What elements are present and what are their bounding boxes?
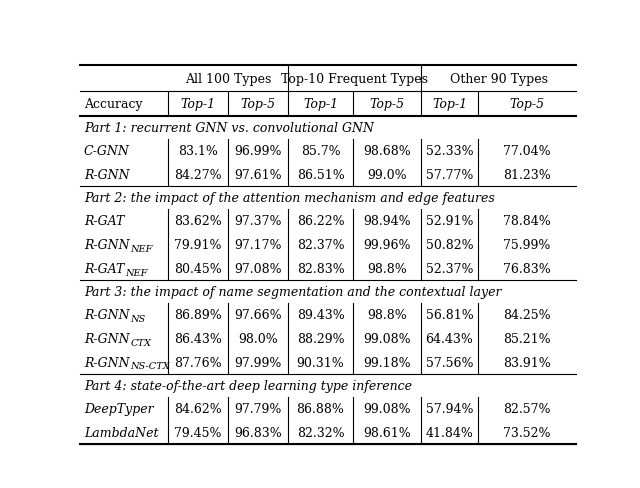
- Text: CTX: CTX: [131, 338, 152, 347]
- Text: 57.56%: 57.56%: [426, 356, 473, 369]
- Text: Top-1: Top-1: [303, 98, 338, 111]
- Text: 97.99%: 97.99%: [234, 356, 282, 369]
- Text: R-GNN: R-GNN: [84, 332, 129, 345]
- Text: All 100 Types: All 100 Types: [185, 72, 271, 85]
- Text: R-GNN: R-GNN: [84, 239, 129, 252]
- Text: Top-1: Top-1: [432, 98, 467, 111]
- Text: 84.27%: 84.27%: [174, 169, 222, 182]
- Text: R-GNN: R-GNN: [84, 356, 129, 369]
- Text: NEF: NEF: [125, 268, 148, 277]
- Text: 82.32%: 82.32%: [297, 426, 344, 439]
- Text: 86.88%: 86.88%: [296, 402, 344, 415]
- Text: 82.37%: 82.37%: [297, 239, 344, 252]
- Text: DeepTyper: DeepTyper: [84, 402, 154, 415]
- Text: C-GNN: C-GNN: [84, 145, 130, 158]
- Text: 50.82%: 50.82%: [426, 239, 474, 252]
- Text: Top-5: Top-5: [241, 98, 276, 111]
- Text: 80.45%: 80.45%: [174, 263, 222, 275]
- Text: R-GNN: R-GNN: [84, 308, 129, 322]
- Text: 57.77%: 57.77%: [426, 169, 473, 182]
- Text: 77.04%: 77.04%: [503, 145, 550, 158]
- Text: 86.43%: 86.43%: [174, 332, 222, 345]
- Text: 84.62%: 84.62%: [174, 402, 222, 415]
- Text: 99.08%: 99.08%: [364, 332, 411, 345]
- Text: 87.76%: 87.76%: [174, 356, 222, 369]
- Text: 86.89%: 86.89%: [174, 308, 222, 322]
- Text: NEF: NEF: [131, 244, 153, 253]
- Text: 98.8%: 98.8%: [367, 263, 407, 275]
- Text: 56.81%: 56.81%: [426, 308, 474, 322]
- Text: 84.25%: 84.25%: [503, 308, 550, 322]
- Text: 85.21%: 85.21%: [503, 332, 550, 345]
- Text: 98.8%: 98.8%: [367, 308, 407, 322]
- Text: Top-5: Top-5: [369, 98, 404, 111]
- Text: Part 1: recurrent GNN vs. convolutional GNN: Part 1: recurrent GNN vs. convolutional …: [84, 122, 374, 135]
- Text: 97.61%: 97.61%: [234, 169, 282, 182]
- Text: NS: NS: [131, 314, 146, 323]
- Text: 73.52%: 73.52%: [503, 426, 550, 439]
- Text: 98.94%: 98.94%: [364, 215, 411, 228]
- Text: 97.66%: 97.66%: [234, 308, 282, 322]
- Text: 97.17%: 97.17%: [234, 239, 282, 252]
- Text: 83.91%: 83.91%: [503, 356, 551, 369]
- Text: 98.0%: 98.0%: [238, 332, 278, 345]
- Text: R-GAT: R-GAT: [84, 263, 124, 275]
- Text: 64.43%: 64.43%: [426, 332, 474, 345]
- Text: 86.51%: 86.51%: [297, 169, 344, 182]
- Text: 82.83%: 82.83%: [297, 263, 344, 275]
- Text: 85.7%: 85.7%: [301, 145, 340, 158]
- Text: 89.43%: 89.43%: [297, 308, 344, 322]
- Text: 82.57%: 82.57%: [503, 402, 550, 415]
- Text: 79.91%: 79.91%: [174, 239, 222, 252]
- Text: 41.84%: 41.84%: [426, 426, 474, 439]
- Text: 99.18%: 99.18%: [364, 356, 411, 369]
- Text: 81.23%: 81.23%: [503, 169, 551, 182]
- Text: 83.1%: 83.1%: [178, 145, 218, 158]
- Text: 78.84%: 78.84%: [503, 215, 551, 228]
- Text: 57.94%: 57.94%: [426, 402, 473, 415]
- Text: 79.45%: 79.45%: [174, 426, 222, 439]
- Text: R-GNN: R-GNN: [84, 169, 129, 182]
- Text: 98.61%: 98.61%: [363, 426, 411, 439]
- Text: 96.99%: 96.99%: [234, 145, 282, 158]
- Text: 75.99%: 75.99%: [503, 239, 550, 252]
- Text: 90.31%: 90.31%: [297, 356, 344, 369]
- Text: Other 90 Types: Other 90 Types: [450, 72, 548, 85]
- Text: 83.62%: 83.62%: [174, 215, 222, 228]
- Text: 97.37%: 97.37%: [234, 215, 282, 228]
- Text: 97.79%: 97.79%: [234, 402, 282, 415]
- Text: Part 4: state-of-the-art deep learning type inference: Part 4: state-of-the-art deep learning t…: [84, 379, 412, 392]
- Text: 86.22%: 86.22%: [297, 215, 344, 228]
- Text: Accuracy: Accuracy: [84, 98, 143, 111]
- Text: 52.37%: 52.37%: [426, 263, 473, 275]
- Text: 99.08%: 99.08%: [364, 402, 411, 415]
- Text: 99.0%: 99.0%: [367, 169, 407, 182]
- Text: R-GAT: R-GAT: [84, 215, 124, 228]
- Text: 99.96%: 99.96%: [364, 239, 411, 252]
- Text: Top-1: Top-1: [180, 98, 216, 111]
- Text: 96.83%: 96.83%: [234, 426, 282, 439]
- Text: Part 2: the impact of the attention mechanism and edge features: Part 2: the impact of the attention mech…: [84, 192, 495, 205]
- Text: Top-10 Frequent Types: Top-10 Frequent Types: [282, 72, 428, 85]
- Text: 98.68%: 98.68%: [363, 145, 411, 158]
- Text: LambdaNet: LambdaNet: [84, 426, 159, 439]
- Text: 52.91%: 52.91%: [426, 215, 473, 228]
- Text: 97.08%: 97.08%: [234, 263, 282, 275]
- Text: Part 3: the impact of name segmentation and the contextual layer: Part 3: the impact of name segmentation …: [84, 285, 502, 298]
- Text: Top-5: Top-5: [509, 98, 545, 111]
- Text: 88.29%: 88.29%: [297, 332, 344, 345]
- Text: 76.83%: 76.83%: [503, 263, 551, 275]
- Text: 52.33%: 52.33%: [426, 145, 474, 158]
- Text: NS-CTX: NS-CTX: [131, 362, 170, 370]
